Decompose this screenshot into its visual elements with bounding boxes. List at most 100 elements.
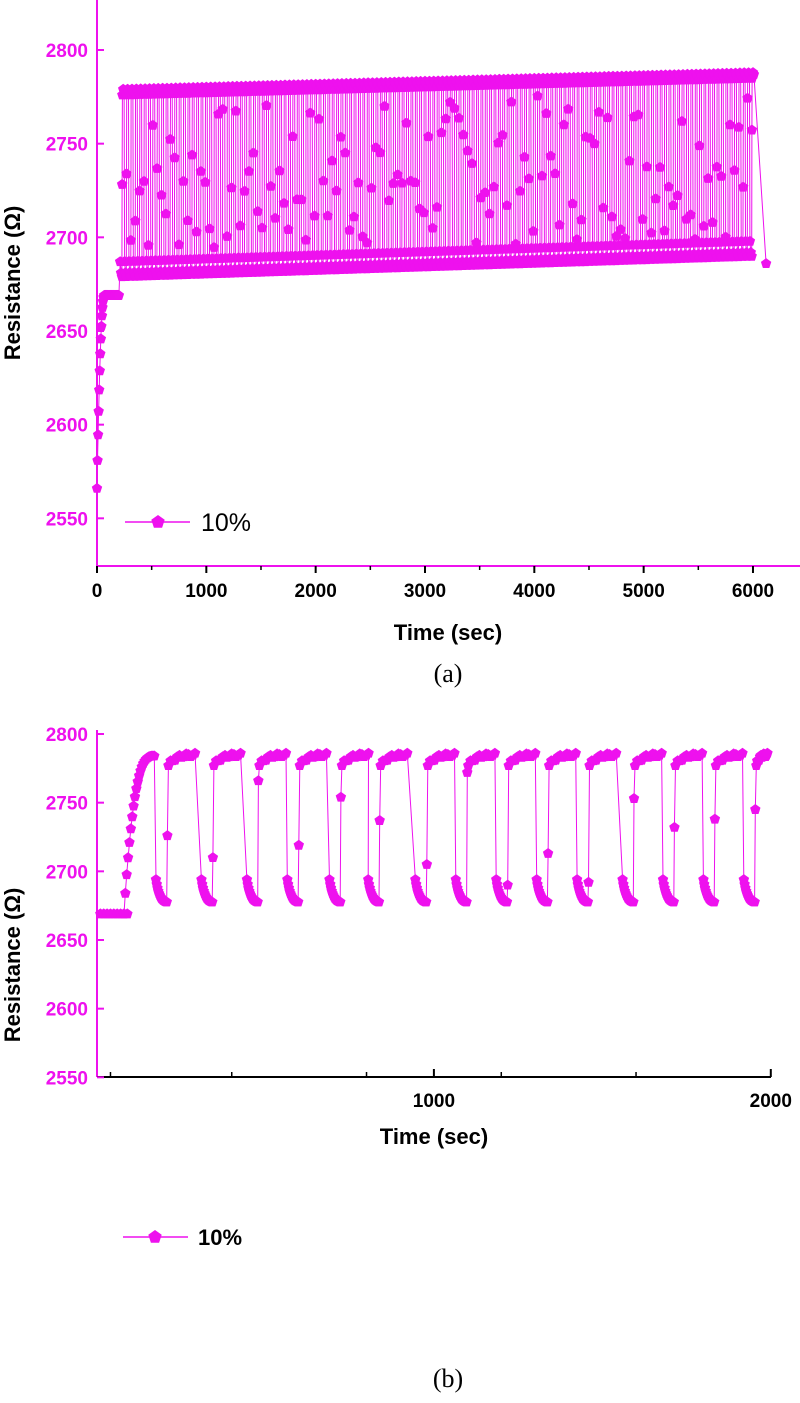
chart-b-data-point <box>161 896 172 907</box>
chart-a-data-point <box>698 220 709 231</box>
chart-a-data-point <box>143 239 154 250</box>
chart-b-data-point <box>583 876 594 887</box>
chart-a-data-point <box>694 140 705 151</box>
chart-a-data-point <box>519 151 530 162</box>
chart-a-legend-label: 10% <box>201 509 251 537</box>
chart-b-data-point <box>129 791 141 802</box>
chart-a-data-point <box>191 226 202 237</box>
chart-b-data-point <box>610 747 622 758</box>
chart-b-data-point <box>489 747 501 758</box>
chart-a-y-tick-label: 2700 <box>46 228 88 249</box>
chart-a-data-point <box>309 210 320 221</box>
chart-b-data-point <box>542 896 553 907</box>
chart-b-data-point <box>750 804 761 814</box>
chart-a-data-point <box>589 138 600 149</box>
chart-a-data-point <box>602 112 613 123</box>
chart-b-data-point <box>149 750 160 761</box>
chart-a-data-point <box>339 147 351 158</box>
chart-a-data-point <box>160 208 172 219</box>
chart-a-data-point <box>606 211 618 222</box>
chart-b-data-point <box>125 823 137 834</box>
chart-a-data-point <box>501 200 513 210</box>
chart-a-data-point <box>532 90 543 101</box>
chart-a-data-point <box>94 384 105 395</box>
chart-b-legend-label: 10% <box>198 1225 242 1250</box>
chart-b-data-point <box>628 896 639 907</box>
chart-b-data-point <box>502 879 513 890</box>
chart-a-x-title: Time (sec) <box>394 620 502 645</box>
chart-b: 2550 2600 2650 2700 2750 2800 1000 2000 10% Ti… <box>0 725 792 1393</box>
chart-b-data-point <box>570 747 581 758</box>
chart-b-data-point <box>252 896 263 907</box>
chart-a-data-point <box>243 165 255 176</box>
chart-a-panel-label: (a) <box>434 659 463 688</box>
chart-a-data-point <box>313 113 325 124</box>
chart-a-data-point <box>226 182 237 193</box>
chart-b-y-title: Resistance (Ω) <box>0 888 25 1043</box>
chart-b-data-point <box>292 896 304 907</box>
chart-a-data-point <box>178 175 189 186</box>
chart-a-data-point <box>113 289 125 300</box>
chart-b-data-point <box>127 811 138 822</box>
chart-b-data-point <box>709 813 721 824</box>
chart-a-data-point <box>401 117 412 128</box>
chart-a-data-point <box>92 429 104 440</box>
chart-a-data-point <box>536 170 548 181</box>
chart-b-data-point <box>696 747 708 758</box>
chart-b-data-point <box>207 896 218 907</box>
chart-a-data-point <box>235 220 246 231</box>
chart-a-data-point <box>672 190 683 200</box>
chart-a-data-point <box>479 187 491 197</box>
chart-a-data-point <box>418 207 430 218</box>
chart-b-data-point <box>421 859 433 869</box>
chart-a-data-point <box>93 405 104 416</box>
chart-b-data-point <box>207 852 219 862</box>
chart-a-data-point <box>186 149 198 160</box>
chart-b-data-point <box>582 896 594 907</box>
chart-a-data-point <box>125 234 137 245</box>
chart-a-data-point <box>221 230 233 241</box>
chart-b-x-tick-label: 1000 <box>413 1091 455 1112</box>
chart-a-y-tick-label: 2600 <box>46 416 88 437</box>
chart-a-data-point <box>147 119 158 130</box>
chart-b-data-point <box>293 839 304 850</box>
chart-a-data-point <box>615 224 626 234</box>
chart-a-data-point <box>440 113 451 124</box>
chart-b-x-title: Time (sec) <box>380 1124 488 1149</box>
chart-a-data-point <box>331 185 342 196</box>
chart-b-x-tick-label: 2000 <box>750 1091 792 1112</box>
chart-a-data-point <box>571 234 583 244</box>
chart-a-data-point <box>598 202 609 213</box>
chart-a-data-point <box>151 163 163 173</box>
chart-a-data-point <box>737 181 749 192</box>
chart-a-data-point <box>545 150 556 161</box>
chart-a-data-point <box>95 348 106 359</box>
chart-b-y-tick-label: 2550 <box>46 1068 88 1089</box>
chart-a-data-point <box>514 185 526 196</box>
chart-a-data-point <box>563 103 574 114</box>
chart-b-x-ticks: 1000 2000 <box>109 1069 792 1112</box>
chart-b-data-point <box>709 896 720 907</box>
chart-a-data-point <box>270 212 281 223</box>
chart-a-x-ticks: 0 1000 2000 3000 4000 5000 6000 <box>92 566 774 602</box>
chart-a-data-point <box>685 209 696 220</box>
chart-a-data-point <box>96 310 108 321</box>
chart-a-data-point <box>659 225 670 236</box>
chart-b-data-point <box>335 896 346 907</box>
chart-b-data-point <box>542 848 554 858</box>
chart-b-data-point <box>363 747 374 758</box>
chart-a-data-point <box>711 161 723 172</box>
chart-b-data-point <box>374 815 385 825</box>
chart-a-data-point <box>676 115 688 126</box>
chart-a-data-point <box>265 180 277 191</box>
chart-a-data-point <box>567 198 578 209</box>
chart-b-data-point <box>656 747 667 758</box>
chart-b-data-point <box>121 869 132 880</box>
chart-b-y-tick-label: 2650 <box>46 931 88 952</box>
chart-a-y-ticks: 2550 2600 2650 2700 2750 2800 <box>46 41 104 530</box>
chart-a-data-point <box>91 482 103 493</box>
chart-a-data-point <box>208 241 220 252</box>
chart-b-data-point <box>118 908 130 919</box>
chart-a-data-point <box>637 213 648 224</box>
